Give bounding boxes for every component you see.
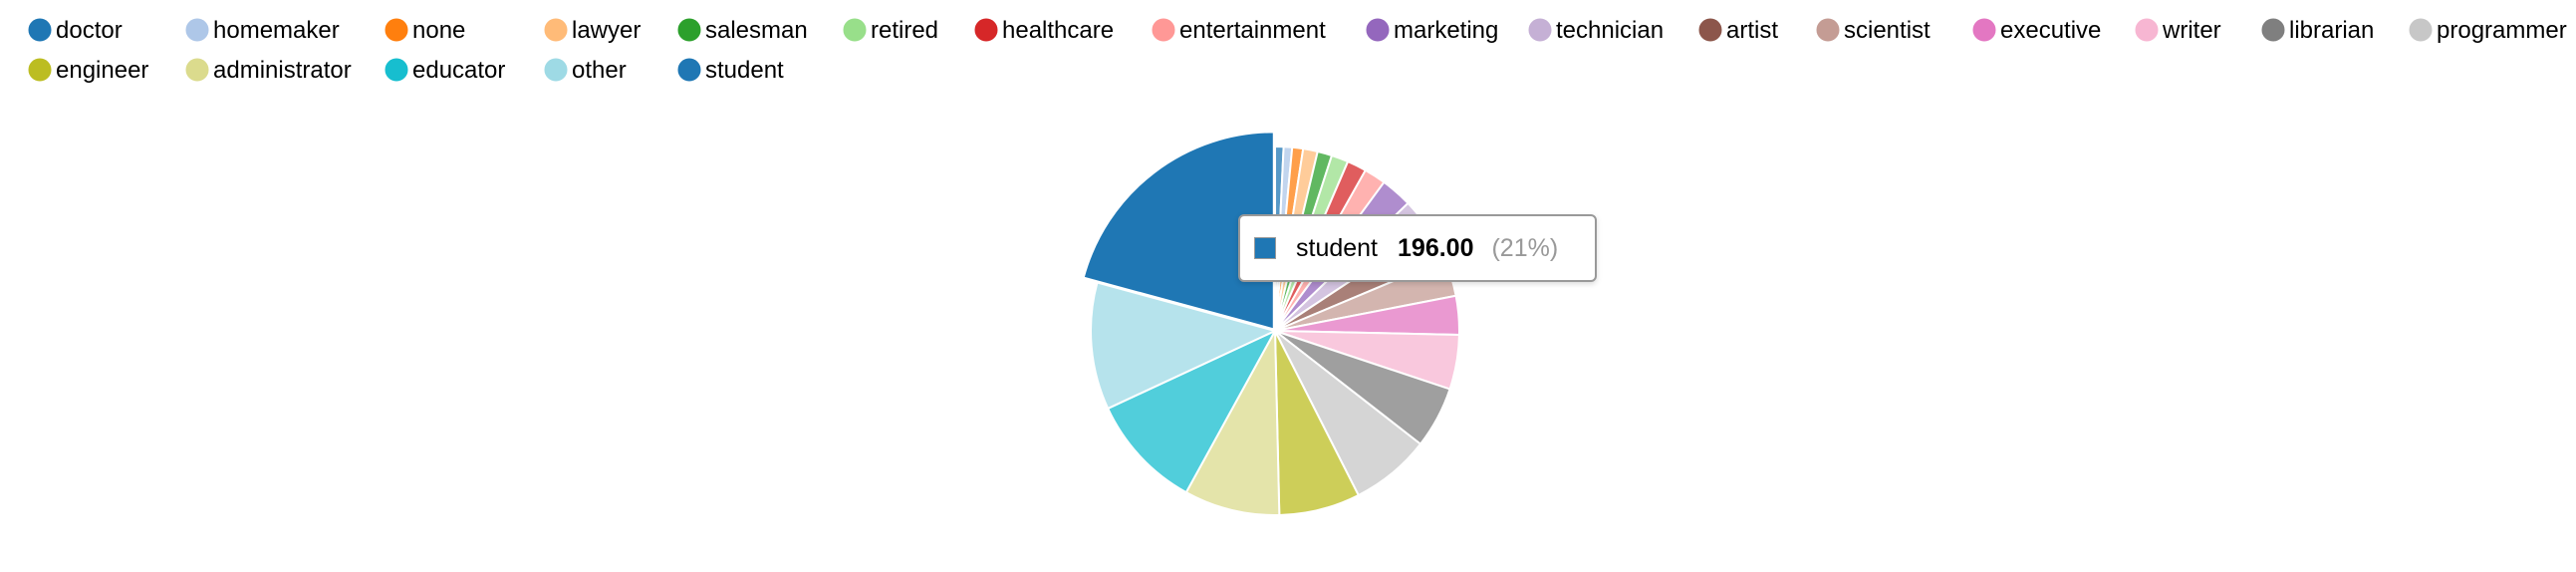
legend-marker-salesman [677, 18, 701, 42]
legend-item-entertainment[interactable]: entertainment [1152, 17, 1326, 44]
legend-item-writer[interactable]: writer [2135, 17, 2221, 44]
legend-label-educator: educator [412, 57, 505, 84]
legend-item-homemaker[interactable]: homemaker [185, 17, 340, 44]
legend-item-lawyer[interactable]: lawyer [544, 17, 641, 44]
tooltip: student 196.00 (21%) [1238, 214, 1597, 282]
legend-label-librarian: librarian [2289, 17, 2374, 44]
legend-label-doctor: doctor [56, 17, 123, 44]
legend-label-retired: retired [871, 17, 938, 44]
tooltip-value: 196.00 [1398, 233, 1474, 262]
legend-marker-other [544, 58, 568, 82]
legend-item-librarian[interactable]: librarian [2261, 17, 2374, 44]
legend-item-technician[interactable]: technician [1528, 17, 1664, 44]
legend-marker-engineer [28, 58, 52, 82]
legend-label-scientist: scientist [1844, 17, 1931, 44]
legend-label-salesman: salesman [705, 17, 808, 44]
legend-marker-homemaker [185, 18, 209, 42]
legend-label-entertainment: entertainment [1179, 17, 1326, 44]
legend-marker-educator [385, 58, 408, 82]
legend-item-retired[interactable]: retired [843, 17, 938, 44]
legend-item-programmer[interactable]: programmer [2409, 17, 2567, 44]
tooltip-percent: (21%) [1491, 233, 1559, 262]
legend-marker-none [385, 18, 408, 42]
legend-marker-healthcare [974, 18, 998, 42]
legend-item-scientist[interactable]: scientist [1816, 17, 1931, 44]
legend-marker-administrator [185, 58, 209, 82]
legend-item-other[interactable]: other [544, 57, 627, 84]
pie-slice-student[interactable] [1082, 131, 1275, 331]
legend-label-engineer: engineer [56, 57, 148, 84]
legend-item-engineer[interactable]: engineer [28, 57, 148, 84]
pie-slice-educator[interactable] [1106, 328, 1278, 494]
legend-item-doctor[interactable]: doctor [28, 17, 123, 44]
legend-item-student[interactable]: student [677, 57, 784, 84]
legend-marker-retired [843, 18, 867, 42]
legend-marker-scientist [1816, 18, 1840, 42]
legend-label-marketing: marketing [1394, 17, 1498, 44]
legend-label-programmer: programmer [2437, 17, 2567, 44]
legend-item-executive[interactable]: executive [1972, 17, 2101, 44]
legend-marker-programmer [2409, 18, 2433, 42]
legend-item-artist[interactable]: artist [1698, 17, 1778, 44]
legend-label-none: none [412, 17, 465, 44]
legend-item-marketing[interactable]: marketing [1366, 17, 1498, 44]
legend-item-educator[interactable]: educator [385, 57, 505, 84]
legend-label-lawyer: lawyer [572, 17, 641, 44]
pie-slice-other[interactable] [1090, 281, 1278, 411]
pie [1082, 131, 1460, 516]
tooltip-swatch [1254, 237, 1276, 259]
legend-label-artist: artist [1726, 17, 1778, 44]
legend-marker-entertainment [1152, 18, 1175, 42]
legend-label-technician: technician [1556, 17, 1664, 44]
legend-label-executive: executive [2000, 17, 2101, 44]
legend-item-healthcare[interactable]: healthcare [974, 17, 1114, 44]
legend-marker-lawyer [544, 18, 568, 42]
legend-label-homemaker: homemaker [213, 17, 340, 44]
legend-marker-marketing [1366, 18, 1390, 42]
legend-item-salesman[interactable]: salesman [677, 17, 808, 44]
tooltip-name: student [1296, 233, 1379, 262]
pie-slice-administrator[interactable] [1184, 327, 1281, 516]
legend-item-none[interactable]: none [385, 17, 465, 44]
legend-label-student: student [705, 57, 784, 84]
legend: doctor homemaker none lawyer salesman retired… [28, 17, 2567, 84]
legend-marker-artist [1698, 18, 1722, 42]
legend-item-administrator[interactable]: administrator [185, 57, 352, 84]
legend-marker-executive [1972, 18, 1996, 42]
legend-marker-student [677, 58, 701, 82]
legend-marker-doctor [28, 18, 52, 42]
legend-label-writer: writer [2162, 17, 2221, 44]
legend-marker-writer [2135, 18, 2159, 42]
legend-marker-librarian [2261, 18, 2285, 42]
legend-marker-technician [1528, 18, 1552, 42]
legend-label-healthcare: healthcare [1002, 17, 1114, 44]
legend-label-other: other [572, 57, 627, 84]
legend-label-administrator: administrator [213, 57, 352, 84]
